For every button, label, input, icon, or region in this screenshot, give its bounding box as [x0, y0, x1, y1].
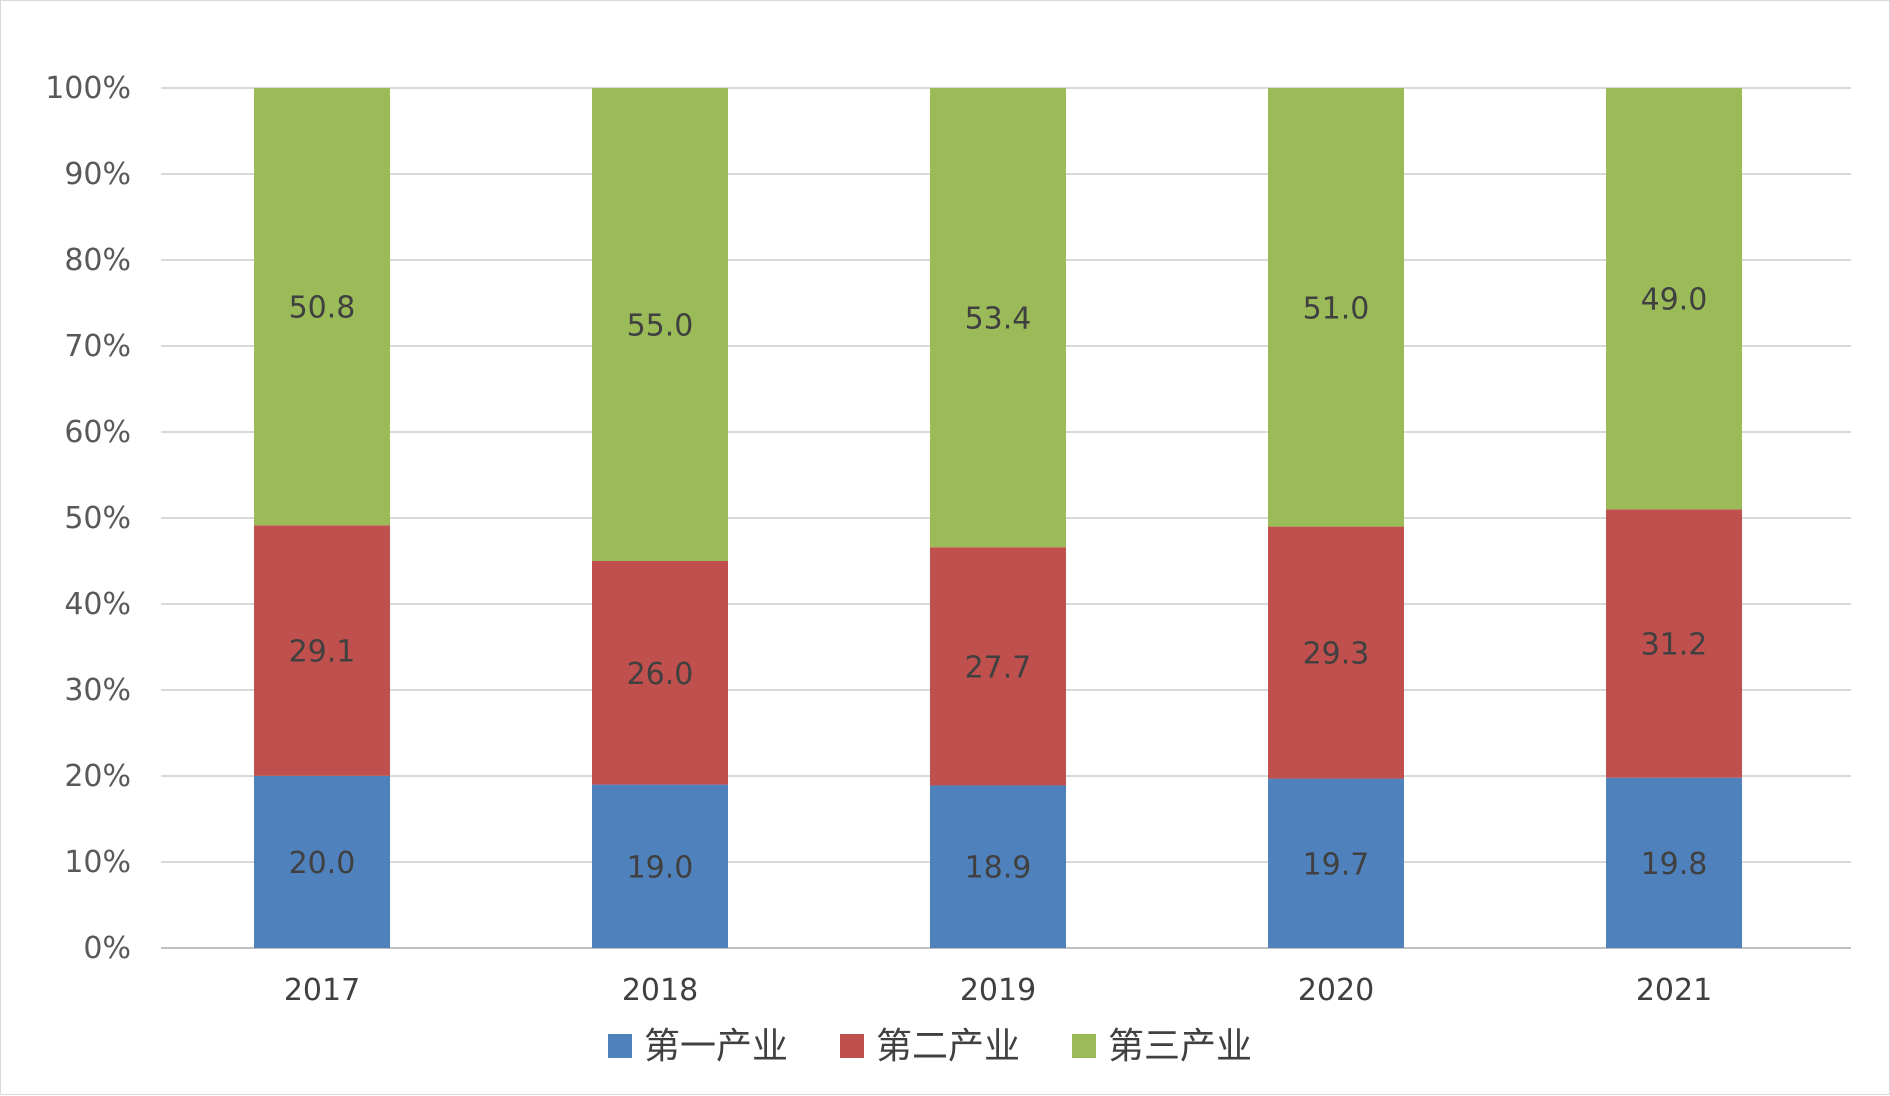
bar-segment-1-2019: [930, 785, 1066, 948]
bar-segment-2-2021: [1606, 509, 1742, 778]
bar-segment-2-2019: [930, 547, 1066, 786]
data-label: 31.2: [1641, 628, 1708, 663]
y-tick-label: 100%: [45, 71, 131, 106]
y-tick-label: 50%: [64, 501, 131, 536]
data-label: 49.0: [1641, 283, 1708, 318]
legend-label: 第三产业: [1108, 1026, 1252, 1067]
data-label: 29.1: [289, 635, 356, 670]
y-tick-label: 30%: [64, 673, 131, 708]
legend-label: 第二产业: [876, 1026, 1020, 1067]
y-axis: 0% 10% 20% 30% 40% 50% 60% 70% 80% 90% 100%: [45, 71, 131, 966]
bar-segment-3-2020: [1268, 88, 1404, 527]
bar-segment-3-2019: [930, 88, 1066, 548]
y-tick-label: 80%: [64, 243, 131, 278]
data-label: 26.0: [627, 657, 694, 692]
bar-segment-1-2018: [592, 784, 728, 948]
data-label: 20.0: [289, 846, 356, 881]
y-tick-label: 10%: [64, 845, 131, 880]
bar-segment-2-2020: [1268, 526, 1404, 779]
y-tick-label: 60%: [64, 415, 131, 450]
x-tick-label: 2017: [284, 973, 360, 1008]
bar-segment-2-2018: [592, 561, 728, 785]
data-label: 29.3: [1303, 637, 1370, 672]
legend-swatch: [1072, 1034, 1096, 1058]
data-label: 19.8: [1641, 847, 1708, 882]
bar-segment-2-2017: [254, 525, 390, 776]
data-label: 27.7: [965, 650, 1032, 685]
bars: 20.0 29.1 50.8 19.0 26.0 55.0 18.9 27.7 53.4 19.7…: [254, 88, 1742, 948]
bar-segment-3-2021: [1606, 88, 1742, 510]
x-tick-label: 2021: [1636, 973, 1712, 1008]
y-tick-label: 20%: [64, 759, 131, 794]
data-label: 51.0: [1303, 291, 1370, 326]
x-tick-label: 2020: [1298, 973, 1374, 1008]
data-label: 53.4: [965, 302, 1032, 337]
legend-swatch: [608, 1034, 632, 1058]
x-tick-label: 2018: [622, 973, 698, 1008]
x-tick-label: 2019: [960, 973, 1036, 1008]
bar-segment-3-2018: [592, 88, 728, 561]
data-label: 18.9: [965, 851, 1032, 886]
y-tick-label: 70%: [64, 329, 131, 364]
legend-swatch: [840, 1034, 864, 1058]
y-tick-label: 40%: [64, 587, 131, 622]
y-tick-label: 90%: [64, 157, 131, 192]
data-label: 19.7: [1303, 847, 1370, 882]
data-label: 55.0: [627, 309, 694, 344]
y-tick-label: 0%: [83, 931, 131, 966]
bar-segment-1-2017: [254, 775, 390, 948]
bar-segment-1-2021: [1606, 777, 1742, 948]
data-label: 50.8: [289, 291, 356, 326]
bar-segment-1-2020: [1268, 778, 1404, 948]
legend: 第一产业 第二产业 第三产业: [608, 1026, 1252, 1067]
x-axis: 2017 2018 2019 2020 2021: [284, 973, 1712, 1008]
bar-segment-3-2017: [254, 88, 390, 526]
legend-label: 第一产业: [644, 1026, 788, 1067]
data-label: 19.0: [627, 850, 694, 885]
